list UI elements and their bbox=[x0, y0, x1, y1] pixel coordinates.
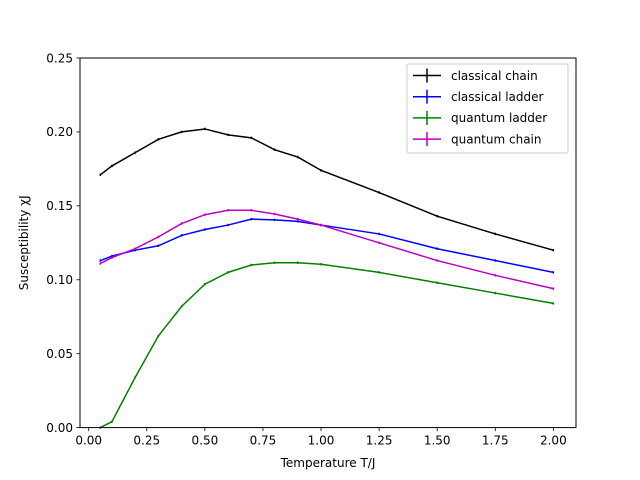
y-axis: 0.00 0.05 0.10 0.15 0.20 0.25 bbox=[46, 51, 80, 435]
x-tick-label: 1.00 bbox=[308, 434, 335, 448]
legend-entry: classical ladder bbox=[451, 90, 544, 104]
x-tick-label: 0.75 bbox=[250, 434, 277, 448]
y-tick-label: 0.25 bbox=[46, 51, 73, 65]
x-tick-label: 1.75 bbox=[482, 434, 509, 448]
y-tick-label: 0.20 bbox=[46, 125, 73, 139]
x-tick-label: 1.50 bbox=[424, 434, 451, 448]
series-line-3 bbox=[99, 209, 554, 290]
x-axis: 0.00 0.25 0.50 0.75 1.00 1.25 1.50 1.75 2.00 bbox=[75, 427, 567, 448]
x-tick-label: 0.50 bbox=[192, 434, 219, 448]
x-tick-label: 0.00 bbox=[75, 434, 102, 448]
legend: classical chain classical ladder quantum l… bbox=[406, 63, 569, 154]
y-tick-label: 0.10 bbox=[46, 273, 73, 287]
x-axis-label: Temperature T/J bbox=[280, 456, 376, 470]
legend-entry: quantum ladder bbox=[451, 111, 547, 125]
legend-entry: classical chain bbox=[451, 69, 538, 83]
legend-entry: quantum chain bbox=[451, 132, 542, 146]
legend-box bbox=[406, 63, 569, 154]
y-tick-label: 0.05 bbox=[46, 347, 73, 361]
y-tick-label: 0.15 bbox=[46, 199, 73, 213]
y-axis-label: Susceptibility χJ bbox=[17, 195, 31, 290]
x-tick-label: 0.25 bbox=[133, 434, 160, 448]
plot-lines bbox=[99, 127, 555, 429]
plot-frame bbox=[79, 57, 577, 429]
series-line-2 bbox=[99, 262, 554, 429]
x-tick-label: 1.25 bbox=[366, 434, 393, 448]
y-tick-label: 0.00 bbox=[46, 421, 73, 435]
x-tick-label: 2.00 bbox=[540, 434, 567, 448]
